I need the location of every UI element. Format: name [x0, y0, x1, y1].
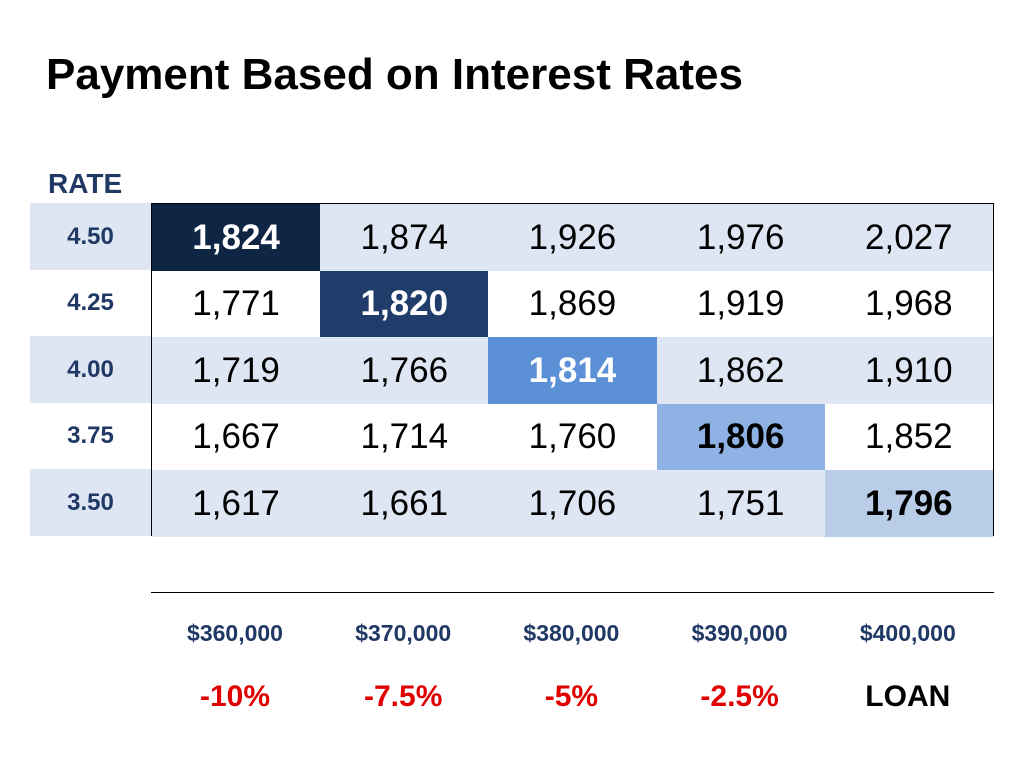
- table-row: 1,771 1,820 1,869 1,919 1,968: [152, 270, 993, 338]
- payment-cell: 1,874: [360, 217, 449, 257]
- page-title: Payment Based on Interest Rates: [46, 50, 743, 99]
- payment-cell: 1,910: [865, 350, 953, 390]
- payment-cell: 1,766: [360, 350, 449, 390]
- payment-cell: 1,760: [528, 417, 617, 457]
- rate-label: 4.25: [67, 289, 114, 317]
- percent-change-label: -10%: [199, 680, 271, 713]
- payment-cell: 1,852: [865, 417, 953, 457]
- payment-cell: 1,751: [696, 483, 785, 523]
- payment-cell: 1,617: [192, 483, 280, 523]
- payment-cell: 1,862: [696, 350, 785, 390]
- highlighted-payment-cell: 1,806: [656, 403, 825, 471]
- loan-amount-label: $370,000: [355, 620, 452, 646]
- payment-cell: 1,706: [528, 483, 617, 523]
- highlighted-payment-cell: 1,820: [320, 270, 489, 338]
- payment-cell: 1,719: [192, 350, 280, 390]
- payment-cell: 1,661: [360, 483, 449, 523]
- payment-cell: 1,667: [192, 417, 280, 457]
- loan-amount-label: $400,000: [859, 620, 956, 646]
- rate-label: 4.50: [30, 203, 151, 270]
- payment-cell: 1,968: [865, 284, 953, 324]
- payment-cell: 1,714: [360, 417, 449, 457]
- payment-cell: 1,869: [528, 284, 617, 324]
- table-row: 1,719 1,766 1,814 1,862 1,910: [152, 337, 993, 405]
- rate-label: 3.75: [67, 422, 114, 450]
- table-row: 1,667 1,714 1,760 1,806 1,852: [152, 403, 993, 471]
- loan-amount-label: $380,000: [523, 620, 620, 646]
- highlighted-payment-cell: 1,824: [152, 204, 321, 271]
- highlighted-payment-cell: 1,796: [824, 470, 993, 538]
- percent-change-label: -5%: [544, 680, 599, 713]
- loan-axis-line: [151, 592, 994, 593]
- payment-table: 1,824 1,874 1,926 1,976 2,027 1,771 1,820 1,869…: [151, 203, 994, 538]
- rate-label: 4.00: [30, 336, 151, 404]
- table-row: 1,824 1,874 1,926 1,976 2,027: [152, 204, 993, 271]
- highlighted-payment-cell: 1,814: [488, 337, 657, 405]
- payment-cell: 1,771: [192, 284, 280, 324]
- percent-change-label: -2.5%: [700, 680, 779, 713]
- rate-label: 3.50: [30, 469, 151, 537]
- loan-amount-label: $360,000: [187, 620, 283, 646]
- payment-cell: 1,926: [528, 217, 617, 257]
- table-row: 1,617 1,661 1,706 1,751 1,796: [152, 470, 993, 538]
- percent-change-label: -7.5%: [364, 680, 443, 713]
- loan-caption: LOAN: [865, 680, 951, 713]
- loan-amount-label: $390,000: [691, 620, 788, 646]
- rate-header: RATE: [48, 168, 123, 199]
- payment-cell: 1,919: [696, 284, 785, 324]
- payment-cell: 1,976: [696, 217, 785, 257]
- payment-cell: 2,027: [865, 217, 953, 257]
